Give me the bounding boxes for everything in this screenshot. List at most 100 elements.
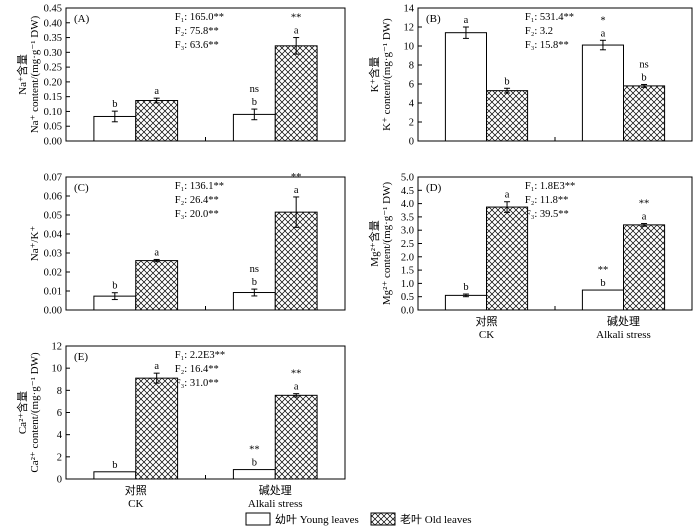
y-axis-title-en: Na⁺ content/(mg·g⁻¹ DW): [29, 15, 41, 133]
significance-letter: b: [252, 458, 257, 469]
y-tick-label: 0.20: [44, 77, 62, 88]
legend-young-label: 幼叶 Young leaves: [275, 513, 359, 526]
y-tick-label: 0.06: [44, 192, 62, 203]
y-tick-label: 0.00: [44, 306, 62, 317]
y-tick-label: 0.03: [44, 249, 62, 260]
y-tick-label: 0.05: [44, 211, 62, 222]
panel-b: 0 2 4 6 8 10 12 14 K⁺含量 K⁺ content/(mg·g⁻¹ DW) (B)…: [367, 4, 693, 148]
x-label-ck-cn: 对照: [476, 314, 498, 328]
f-stat: F₁: 2.2E3**: [175, 350, 225, 361]
panel-d: 0.0 0.5 1.0 1.5 2.0 2.5 3.0 3.5 4.0 4.5 5.0 Mg²⁺含量 M…: [367, 173, 693, 341]
y-tick-label: 2.5: [401, 239, 414, 250]
significance-mark: ns: [250, 264, 259, 275]
y-tick-label: 0.0: [401, 306, 414, 317]
y-tick-label: 0.45: [44, 4, 62, 15]
y-tick-label: 4.5: [401, 186, 414, 197]
f-stat: F₂: 26.4**: [175, 195, 219, 206]
y-tick-label: 0.04: [44, 230, 63, 241]
bar-old: [274, 211, 318, 311]
bar-young: [444, 294, 487, 311]
y-tick-label: 14: [404, 4, 415, 15]
panel-c: 0.00 0.01 0.02 0.03 0.04 0.05 0.06 0.07 Na⁺/K⁺ (C…: [29, 172, 346, 317]
bar-young: [581, 44, 625, 142]
bar-old: [486, 206, 529, 311]
y-tick-label: 0: [57, 475, 62, 486]
significance-letter: b: [504, 76, 509, 87]
bar-old: [623, 85, 666, 142]
bar-young: [444, 32, 487, 142]
y-tick-label: 8: [57, 386, 62, 397]
f-stat: F₂: 75.8**: [175, 26, 219, 37]
significance-letter: a: [601, 28, 606, 39]
panel-label: (C): [74, 182, 89, 194]
significance-letter: b: [600, 278, 605, 289]
y-tick-label: 0.00: [44, 137, 62, 148]
significance-letter: a: [505, 190, 510, 201]
significance-letter: b: [463, 282, 468, 293]
y-tick-label: 5.0: [401, 173, 414, 184]
significance-letter: a: [294, 382, 299, 393]
y-tick-label: 2: [57, 452, 62, 463]
bar-young: [581, 289, 625, 311]
bar-old: [135, 260, 179, 311]
y-tick-label: 10: [52, 364, 63, 375]
y-tick-label: 1.0: [401, 279, 414, 290]
significance-mark: ns: [639, 59, 648, 70]
legend: 幼叶 Young leaves 老叶 Old leaves: [245, 512, 471, 526]
significance-letter: b: [112, 281, 117, 292]
bar-old: [486, 90, 529, 142]
y-axis-title-cn: K⁺含量: [367, 57, 381, 93]
y-tick-label: 0.02: [44, 268, 62, 279]
significance-mark: **: [598, 265, 609, 276]
y-tick-label: 0.40: [44, 18, 62, 29]
y-tick-label: 3.5: [401, 212, 414, 223]
panel-label: (B): [426, 13, 441, 25]
f-stat: F₁: 165.0**: [175, 12, 224, 23]
y-tick-label: 8: [409, 61, 414, 72]
y-tick-label: 4.0: [401, 199, 414, 210]
y-tick-label: 2: [409, 118, 414, 129]
f-stat: F₃: 31.0**: [175, 378, 219, 389]
x-label-alkali-cn: 碱处理: [607, 315, 640, 328]
f-stat: F₁: 136.1**: [175, 181, 224, 192]
panel-label: (A): [74, 13, 90, 25]
bar-young: [232, 469, 276, 480]
significance-mark: **: [291, 172, 302, 183]
panel-a: 0.00 0.05 0.10 0.15 0.20 0.25 0.30 0.35 0.40 0.45…: [15, 4, 346, 148]
y-tick-label: 0.07: [44, 173, 62, 184]
significance-letter: b: [112, 460, 117, 471]
x-label-ck-en: CK: [479, 329, 494, 341]
x-label-alkali-en: Alkali stress: [248, 498, 303, 510]
f-stat: F₂: 3.2: [525, 26, 553, 37]
panel-label: (D): [426, 182, 442, 194]
significance-letter: a: [154, 247, 159, 258]
f-stat: F₃: 39.5**: [525, 209, 569, 220]
y-axis-title-cn: Na⁺含量: [15, 54, 29, 95]
panel-e: 0 2 4 6 8 10 12 Ca²⁺含量 Ca²⁺ content/(mg·g⁻¹ DW) (…: [15, 342, 346, 510]
y-axis-title-en: Na⁺/K⁺: [29, 226, 41, 262]
y-tick-label: 0.30: [44, 48, 62, 59]
y-tick-label: 6: [409, 80, 414, 91]
significance-letter: b: [252, 97, 257, 108]
y-tick-label: 0.5: [401, 292, 414, 303]
x-label-alkali-cn: 碱处理: [259, 484, 292, 497]
significance-letter: a: [294, 185, 299, 196]
significance-mark: **: [249, 445, 260, 456]
significance-letter: b: [641, 72, 646, 83]
y-tick-label: 3.0: [401, 226, 414, 237]
x-label-ck-en: CK: [128, 498, 143, 510]
significance-letter: b: [252, 277, 257, 288]
f-stat: F₁: 531.4**: [525, 12, 574, 23]
significance-letter: a: [642, 212, 647, 223]
x-label-alkali-en: Alkali stress: [596, 329, 651, 341]
chart-panels: 0.000.050.100.150.200.250.300.350.400.45…: [15, 4, 693, 510]
significance-letter: b: [112, 99, 117, 110]
bar-old: [135, 377, 179, 480]
bar-young: [93, 471, 137, 480]
f-stat: F₃: 15.8**: [525, 40, 569, 51]
y-axis-title-en: Ca²⁺ content/(mg·g⁻¹ DW): [29, 352, 41, 473]
y-tick-label: 0.15: [44, 92, 62, 103]
significance-mark: **: [291, 13, 302, 24]
significance-letter: a: [464, 15, 469, 26]
